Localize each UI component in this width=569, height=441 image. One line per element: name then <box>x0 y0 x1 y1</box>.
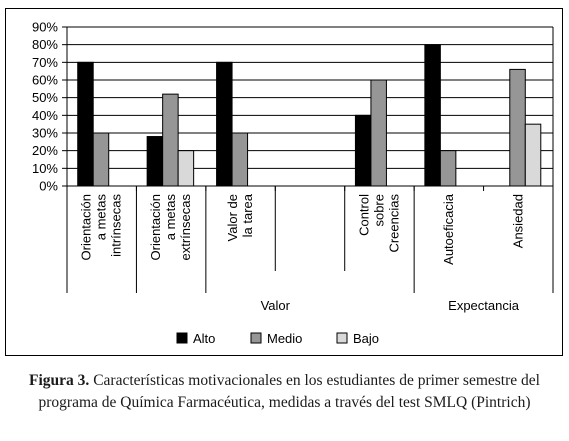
y-tick-label: 80% <box>32 37 58 52</box>
category-label: Ansiedad <box>510 194 525 248</box>
y-tick-label: 20% <box>32 143 58 158</box>
y-tick-label: 40% <box>32 108 58 123</box>
category-label: extrínsecas <box>178 194 193 261</box>
bar <box>370 79 387 187</box>
plot-area <box>67 27 553 186</box>
y-tick-label: 50% <box>32 90 58 105</box>
category-label: a metas <box>94 194 109 241</box>
y-tick-label: 90% <box>32 20 58 35</box>
legend-swatch <box>176 332 188 344</box>
category-label: sobre <box>371 194 386 227</box>
bar <box>439 150 457 187</box>
legend-swatch <box>336 332 348 344</box>
bar <box>92 132 110 187</box>
figure-caption: Figura 3. Características motivacionales… <box>10 370 559 414</box>
bar <box>177 150 195 187</box>
bar <box>162 93 179 187</box>
bar-chart: 0% 10% 20% 30% 40% 50% 60% 70% 80% 90% Orientación… <box>32 20 554 346</box>
y-tick-label: 30% <box>32 126 58 141</box>
legend-label: Alto <box>193 331 215 346</box>
category-label: Creencias <box>386 194 401 253</box>
group-label: Expectancia <box>448 298 520 313</box>
legend-swatch <box>250 332 262 344</box>
category-label: intrínsecas <box>109 194 124 257</box>
bar <box>524 123 542 187</box>
bar <box>77 61 94 187</box>
bar <box>216 61 233 187</box>
chart-frame: 0% 10% 20% 30% 40% 50% 60% 70% 80% 90% Orientación… <box>5 8 563 356</box>
category-label: Orientación <box>79 194 94 260</box>
bar <box>354 114 372 187</box>
category-label: Control <box>356 194 371 236</box>
group-label: Valor <box>261 298 291 313</box>
caption-text: Características motivacionales en los es… <box>38 372 540 411</box>
bar <box>509 68 526 187</box>
bar <box>424 44 441 187</box>
legend-label: Bajo <box>353 331 379 346</box>
y-tick-label: 60% <box>32 73 58 88</box>
y-tick-label: 0% <box>39 179 58 194</box>
bar <box>231 132 249 187</box>
category-label: Valor de <box>225 194 240 241</box>
category-label: la tarea <box>240 193 255 237</box>
y-tick-label: 10% <box>32 161 58 176</box>
bar <box>146 136 164 187</box>
caption-lead: Figura 3. <box>29 372 90 389</box>
category-label: a metas <box>163 194 178 241</box>
category-label: Autoeficacia <box>441 193 456 265</box>
legend-label: Medio <box>267 331 302 346</box>
y-tick-label: 70% <box>32 55 58 70</box>
category-label: Orientación <box>148 194 163 260</box>
